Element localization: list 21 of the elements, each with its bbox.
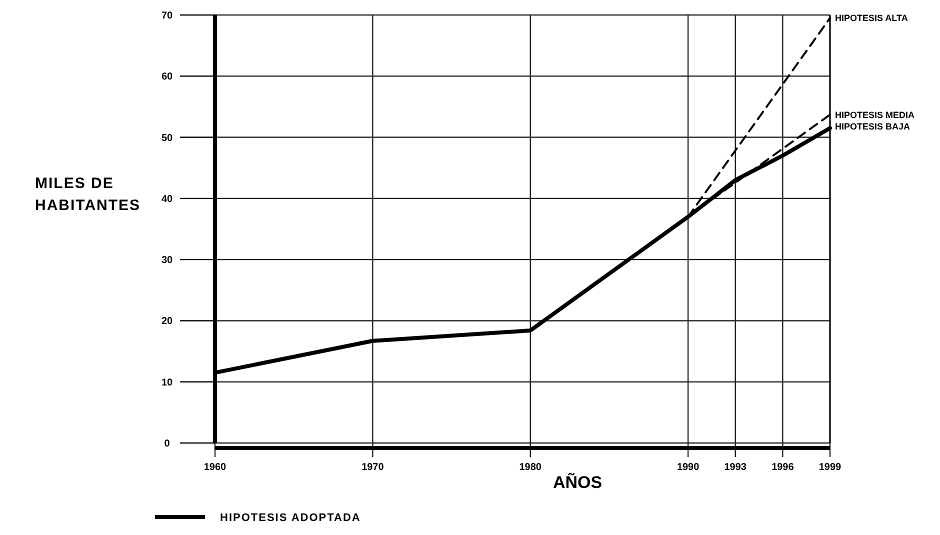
y-tick-label: 70 — [161, 10, 173, 22]
y-tick-label: 10 — [161, 377, 173, 388]
y-tick-label: 20 — [161, 316, 173, 328]
y-tick-label: 60 — [161, 72, 173, 83]
x-tick-label: 1990 — [676, 462, 700, 473]
x-tick-label: 1960 — [204, 462, 227, 473]
y-tick-label: 40 — [161, 194, 173, 205]
y-axis-title: MILES DE HABITANTES — [35, 175, 141, 214]
series-label: HIPOTESIS MEDIA — [835, 110, 916, 120]
legend-label: HIPOTESIS ADOPTADA — [220, 512, 361, 524]
x-tick-label: 1970 — [362, 462, 384, 473]
x-tick-label: 1999 — [818, 462, 842, 473]
series-label: HIPOTESIS ALTA — [835, 13, 908, 24]
x-tick-label: 1993 — [724, 462, 747, 473]
x-tick-label: 1996 — [772, 462, 794, 473]
y-tick-label: 30 — [161, 255, 173, 266]
y-tick-label: 0 — [164, 438, 170, 450]
x-axis-title: AÑOS — [552, 472, 602, 492]
annotation: HIPOTESIS BAJA — [835, 121, 911, 132]
x-tick-label: 1980 — [519, 462, 542, 473]
y-tick-label: 50 — [161, 132, 173, 144]
